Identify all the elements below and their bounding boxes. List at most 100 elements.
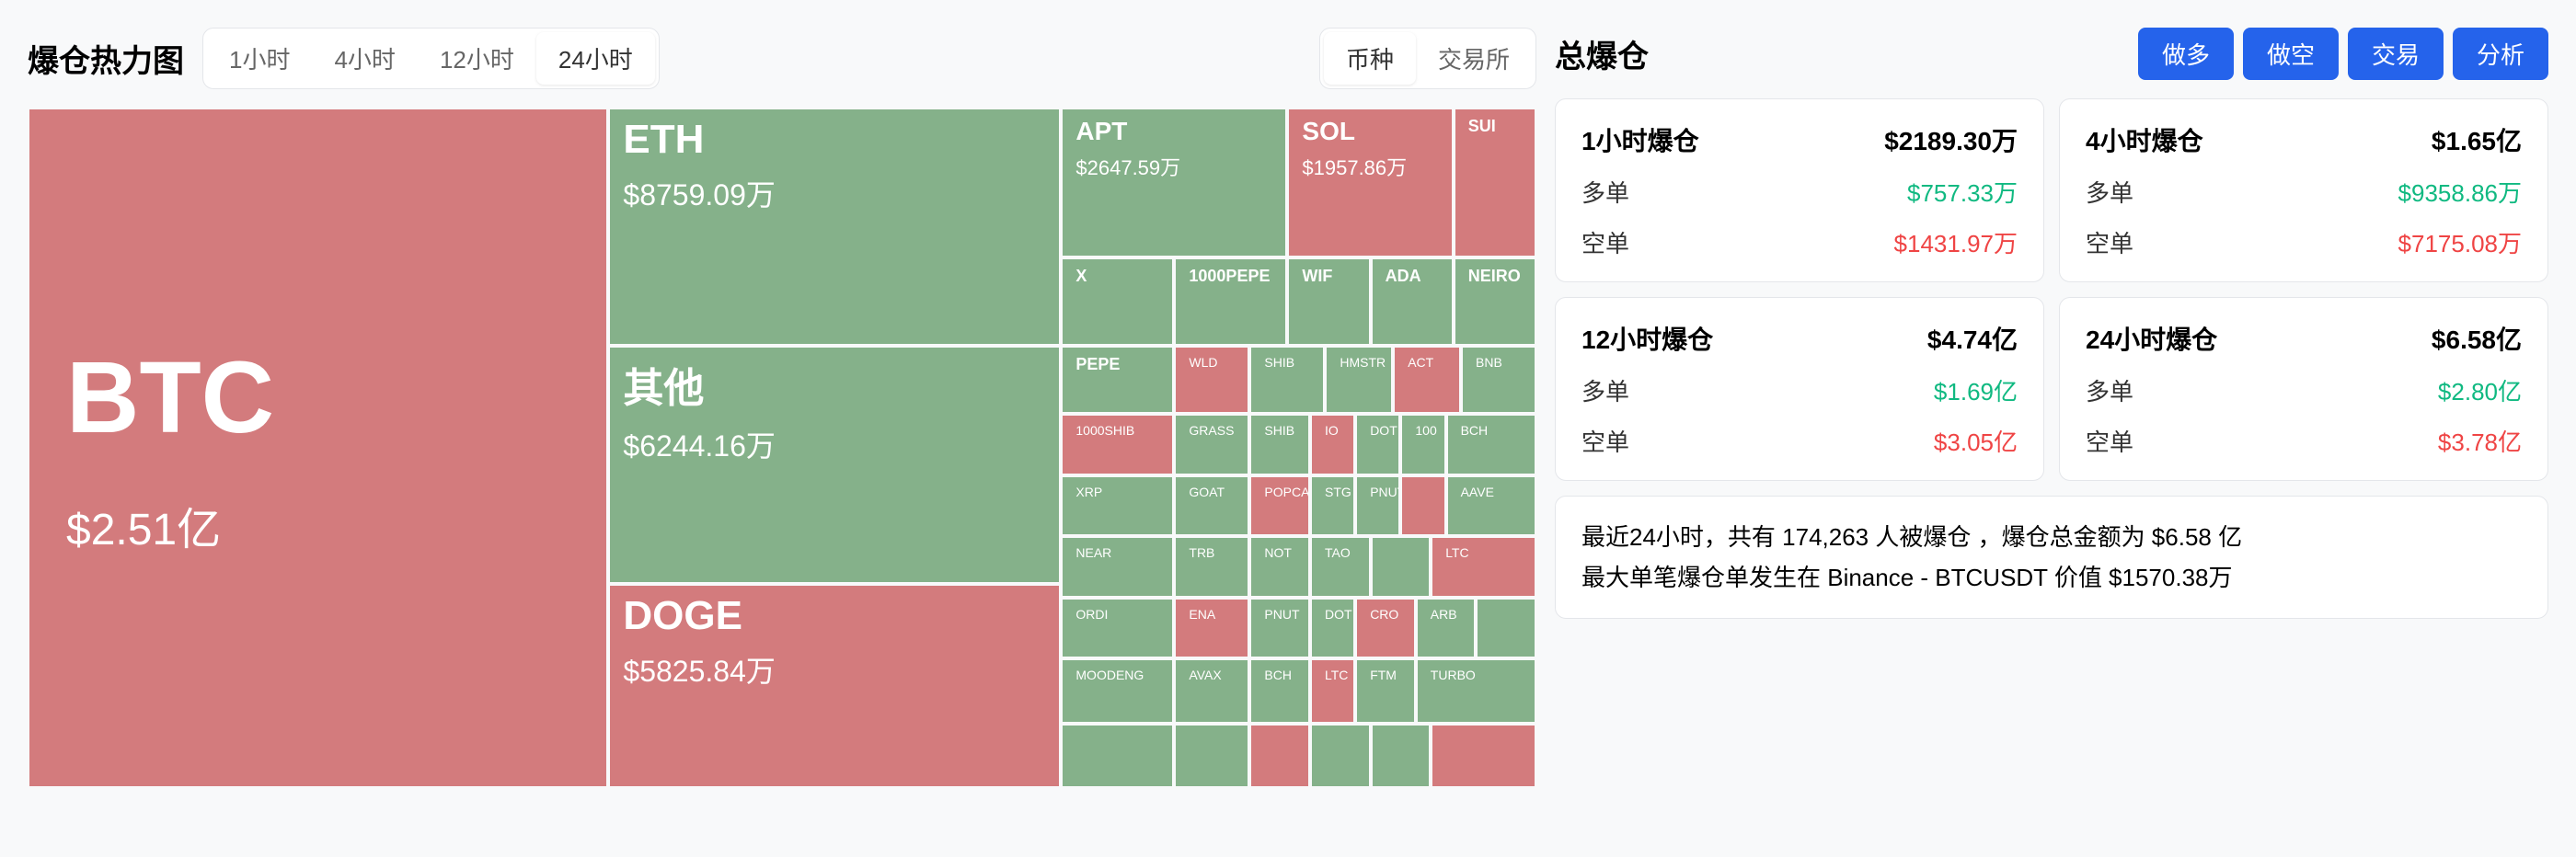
action-btn-做多[interactable]: 做多 (2138, 28, 2234, 80)
cell-name: PEPE (1075, 355, 1159, 374)
treemap-cell-WIF[interactable]: WIF (1287, 257, 1370, 346)
card-long-value: $1.69亿 (1934, 373, 2018, 407)
action-btn-交易[interactable]: 交易 (2348, 28, 2444, 80)
cell-name: 1000PEPE (1189, 267, 1272, 286)
timeframe-tab-1小时[interactable]: 1小时 (207, 32, 312, 85)
treemap-cell-empty[interactable] (1174, 724, 1249, 788)
action-btn-分析[interactable]: 分析 (2453, 28, 2548, 80)
treemap-cell-NEAR[interactable]: NEAR (1061, 536, 1174, 598)
treemap-cell-LTC[interactable]: LTC (1431, 536, 1536, 598)
treemap-cell-DOGE[interactable]: DOGE$5825.84万 (608, 584, 1061, 788)
treemap-cell-GOAT[interactable]: GOAT (1174, 475, 1249, 537)
cell-name: HMSTR (1340, 355, 1378, 370)
treemap-cell-MOODENG[interactable]: MOODENG (1061, 658, 1174, 723)
treemap-cell-ADA[interactable]: ADA (1371, 257, 1454, 346)
cell-name: GRASS (1189, 423, 1235, 438)
cell-name: XRP (1075, 485, 1159, 499)
treemap-cell-WLD[interactable]: WLD (1174, 346, 1249, 414)
summary-card-0: 1小时爆仓$2189.30万多单$757.33万空单$1431.97万 (1555, 98, 2044, 282)
treemap-cell-POPCAT[interactable]: POPCAT (1249, 475, 1310, 537)
card-total: $1.65亿 (2432, 121, 2522, 158)
cell-name: NEIRO (1468, 267, 1522, 286)
treemap-cell-1000SHIB[interactable]: 1000SHIB (1061, 414, 1174, 475)
cell-name: AVAX (1189, 668, 1235, 682)
treemap-cell-DOT[interactable]: DOT (1355, 414, 1400, 475)
heatmap-title: 爆仓热力图 (28, 36, 184, 81)
treemap-cell-empty[interactable] (1061, 724, 1174, 788)
card-long-label: 多单 (2086, 373, 2133, 407)
treemap-cell-TRB[interactable]: TRB (1174, 536, 1249, 598)
treemap-cell-PEPE[interactable]: PEPE (1061, 346, 1174, 414)
treemap-cell-ETH[interactable]: ETH$8759.09万 (608, 108, 1061, 346)
treemap-cell-DOT[interactable]: DOT (1310, 598, 1355, 659)
treemap-cell-HMSTR[interactable]: HMSTR (1325, 346, 1393, 414)
cell-name: IO (1325, 423, 1340, 438)
treemap-cell-STG[interactable]: STG (1310, 475, 1355, 537)
cell-name: APT (1075, 117, 1272, 146)
type-tab-0[interactable]: 币种 (1324, 32, 1416, 85)
card-long-value: $9358.86万 (2398, 175, 2522, 209)
treemap-cell-BCH[interactable]: BCH (1446, 414, 1536, 475)
treemap-cell-ACT[interactable]: ACT (1393, 346, 1461, 414)
cell-name: NOT (1264, 545, 1295, 560)
cell-name: ENA (1189, 607, 1235, 622)
treemap-cell-其他[interactable]: 其他$6244.16万 (608, 346, 1061, 584)
treemap-cell-empty[interactable] (1310, 724, 1371, 788)
treemap-cell-AVAX[interactable]: AVAX (1174, 658, 1249, 723)
treemap-cell-NEIRO[interactable]: NEIRO (1454, 257, 1536, 346)
treemap-cell-BNB[interactable]: BNB (1461, 346, 1536, 414)
card-short-value: $3.78亿 (2438, 424, 2522, 458)
treemap-cell-X[interactable]: X (1061, 257, 1174, 346)
treemap-cell-BTC[interactable]: BTC$2.51亿 (28, 108, 608, 788)
treemap-cell-LTC[interactable]: LTC (1310, 658, 1355, 723)
treemap-cell-SOL[interactable]: SOL$1957.86万 (1287, 108, 1453, 257)
treemap-cell-GRASS[interactable]: GRASS (1174, 414, 1249, 475)
treemap-cell-TAO[interactable]: TAO (1310, 536, 1371, 598)
card-title: 1小时爆仓 (1581, 121, 1699, 158)
treemap-cell-empty[interactable] (1371, 536, 1432, 598)
card-long-label: 多单 (2086, 175, 2133, 209)
treemap-cell-ORDI[interactable]: ORDI (1061, 598, 1174, 659)
action-btn-做空[interactable]: 做空 (2243, 28, 2339, 80)
summary-card-2: 12小时爆仓$4.74亿多单$1.69亿空单$3.05亿 (1555, 297, 2044, 481)
treemap-cell-FTM[interactable]: FTM (1355, 658, 1416, 723)
timeframe-tab-24小时[interactable]: 24小时 (536, 32, 655, 85)
treemap-cell-PNUT[interactable]: PNUT (1355, 475, 1400, 537)
timeframe-tab-4小时[interactable]: 4小时 (312, 32, 417, 85)
treemap-cell-empty[interactable] (1476, 598, 1536, 659)
cell-name: SHIB (1264, 423, 1295, 438)
treemap-cell-SHIB[interactable]: SHIB (1249, 414, 1310, 475)
treemap-cell-APT[interactable]: APT$2647.59万 (1061, 108, 1287, 257)
card-short-label: 空单 (1581, 225, 1629, 259)
treemap-cell-PNUT[interactable]: PNUT (1249, 598, 1310, 659)
treemap-cell-1000PEPE[interactable]: 1000PEPE (1174, 257, 1287, 346)
card-title: 12小时爆仓 (1581, 320, 1713, 357)
card-total: $6.58亿 (2432, 320, 2522, 357)
treemap-cell-TURBO[interactable]: TURBO (1416, 658, 1536, 723)
timeframe-tab-12小时[interactable]: 12小时 (418, 32, 536, 85)
treemap-cell-SUI[interactable]: SUI (1454, 108, 1536, 257)
type-tabs: 币种交易所 (1319, 28, 1536, 89)
treemap-cell-100[interactable]: 100 (1400, 414, 1445, 475)
treemap-cell-empty[interactable] (1400, 475, 1445, 537)
treemap-cell-IO[interactable]: IO (1310, 414, 1355, 475)
cell-name: CRO (1370, 607, 1401, 622)
treemap-cell-BCH[interactable]: BCH (1249, 658, 1310, 723)
treemap-cell-empty[interactable] (1431, 724, 1536, 788)
treemap-cell-empty[interactable] (1371, 724, 1432, 788)
summary-cards: 1小时爆仓$2189.30万多单$757.33万空单$1431.97万 4小时爆仓… (1555, 98, 2548, 481)
treemap-cell-ARB[interactable]: ARB (1416, 598, 1477, 659)
timeframe-tabs: 1小时4小时12小时24小时 (202, 28, 660, 89)
treemap-cell-CRO[interactable]: CRO (1355, 598, 1416, 659)
card-title: 4小时爆仓 (2086, 121, 2203, 158)
treemap-cell-AAVE[interactable]: AAVE (1446, 475, 1536, 537)
type-tab-1[interactable]: 交易所 (1416, 32, 1532, 85)
cell-value: $1957.86万 (1302, 152, 1438, 181)
cell-name: GOAT (1189, 485, 1235, 499)
treemap-cell-NOT[interactable]: NOT (1249, 536, 1310, 598)
treemap-cell-ENA[interactable]: ENA (1174, 598, 1249, 659)
treemap-cell-empty[interactable] (1249, 724, 1310, 788)
cell-name: 100 (1415, 423, 1431, 438)
treemap-cell-SHIB[interactable]: SHIB (1249, 346, 1325, 414)
treemap-cell-XRP[interactable]: XRP (1061, 475, 1174, 537)
